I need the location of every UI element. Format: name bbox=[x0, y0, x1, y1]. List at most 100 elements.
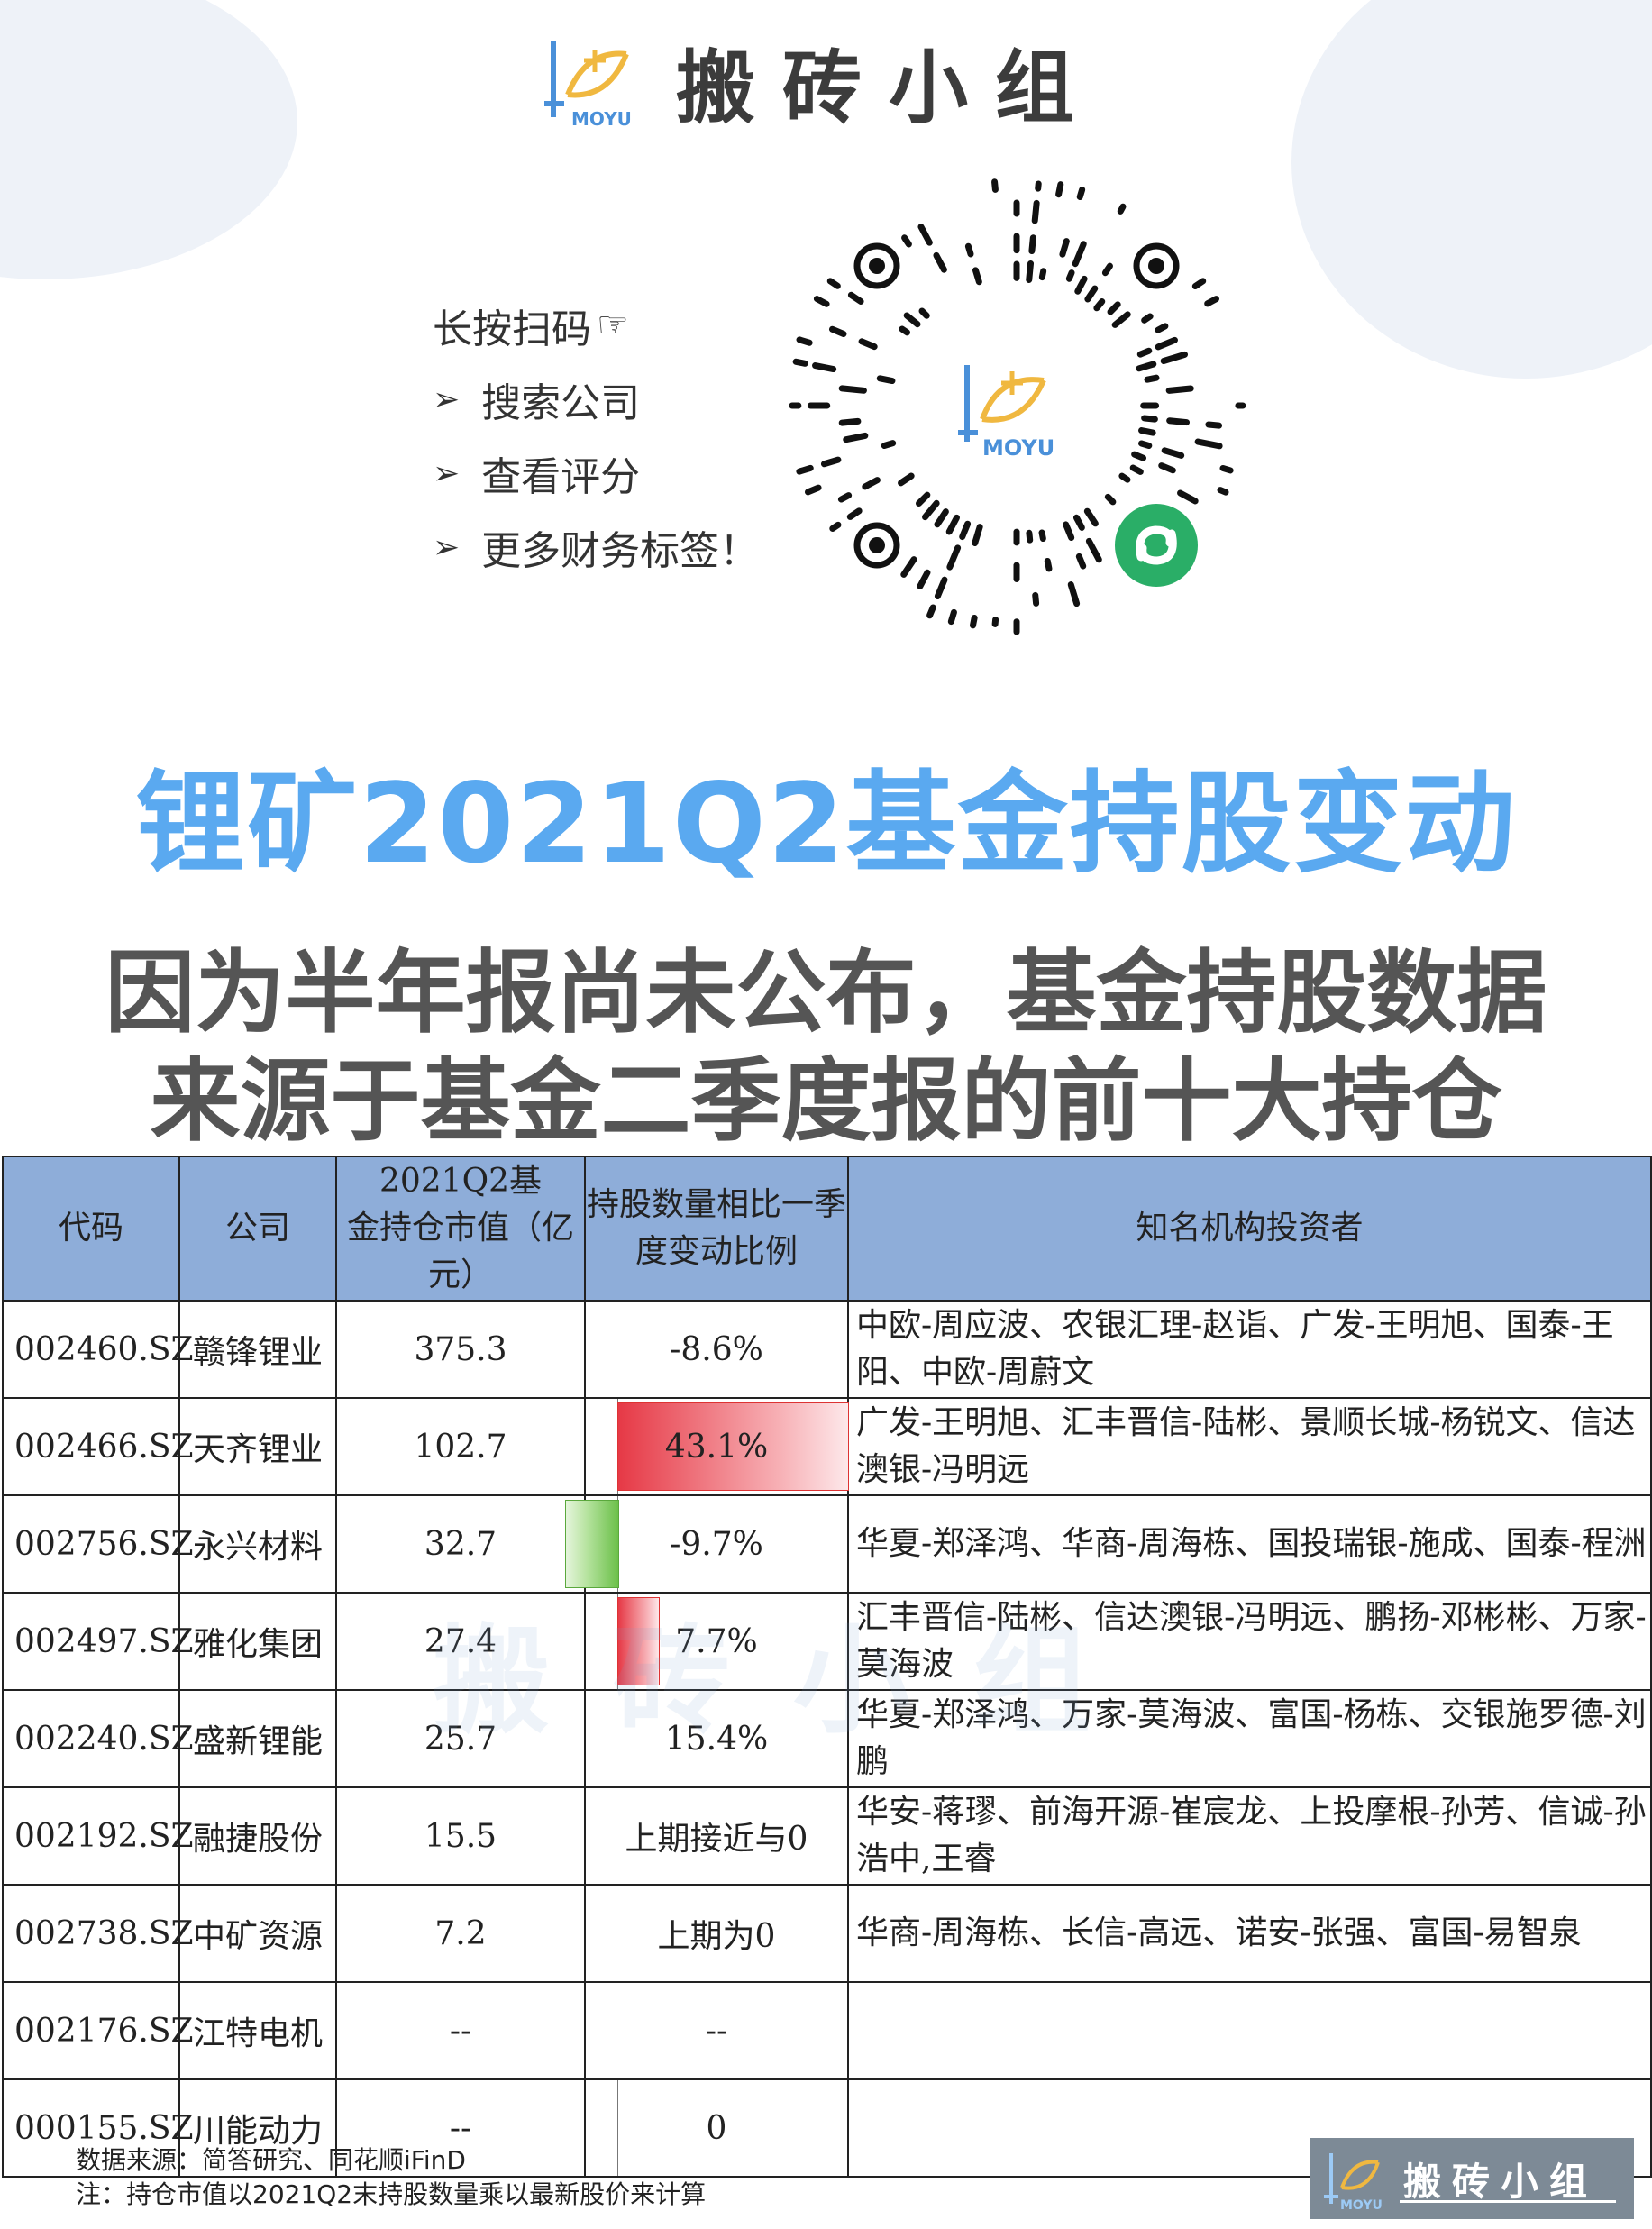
qr-ray bbox=[1217, 487, 1229, 496]
cell-change: -9.7% bbox=[565, 1494, 849, 1594]
holdings-table-wrap: 代码 公司 2021Q2基 金持仓市值（亿元） 持股数量相比一季 度变动比例 知名机… bbox=[0, 1156, 1652, 2178]
qr-ray bbox=[812, 362, 837, 373]
qr-ray bbox=[917, 224, 933, 246]
qr-ray bbox=[959, 520, 972, 541]
cell-change: 7.7% bbox=[584, 1592, 849, 1691]
qr-ray bbox=[1063, 521, 1075, 541]
cta-item: ➢ 更多财务标签！ bbox=[433, 510, 759, 584]
table-row: 002466.SZ 天齐锂业 102.7 43.1% 广发-王明旭、汇丰晋信-陆彬、景顺… bbox=[2, 1397, 1652, 1496]
footer-notes: 数据来源：简答研究、同花顺iFinD 注：持仓市值以2021Q2末持股数量乘以最… bbox=[76, 2143, 706, 2212]
qr-ray bbox=[828, 325, 847, 337]
qr-ray bbox=[972, 267, 982, 286]
qr-ray bbox=[1204, 296, 1219, 307]
cell-investors: 华安-蒋璆、前海开源-崔宸龙、上投摩根-孙芳、信诚-孙浩中,王睿 bbox=[847, 1786, 1652, 1886]
qr-ray bbox=[1028, 234, 1036, 255]
cell-value: 25.7 bbox=[335, 1689, 586, 1788]
qr-ray bbox=[900, 556, 917, 578]
qr-ray bbox=[1067, 581, 1081, 607]
cell-change: -- bbox=[584, 1981, 849, 2080]
moyu-logo-icon: MOYU bbox=[541, 32, 649, 131]
cell-investors: 华商-周海栋、长信-高远、诺安-张强、富国-易智泉 bbox=[847, 1884, 1652, 1983]
change-axis-line bbox=[616, 2080, 618, 2176]
qr-ray bbox=[846, 507, 863, 520]
qr-ray bbox=[829, 521, 842, 532]
cell-value: 102.7 bbox=[335, 1397, 586, 1496]
qr-ray bbox=[1074, 275, 1088, 295]
qr-ray bbox=[1117, 203, 1127, 215]
header-change: 持股数量相比一季 度变动比例 bbox=[584, 1156, 849, 1302]
cell-change: -8.6% bbox=[584, 1300, 849, 1399]
change-text: 7.7% bbox=[675, 1622, 758, 1660]
cell-company: 赣锋锂业 bbox=[178, 1300, 337, 1399]
qr-ray bbox=[1104, 493, 1117, 506]
background-decoration-right bbox=[1291, 0, 1652, 379]
cell-value: 27.4 bbox=[335, 1592, 586, 1691]
change-text: 43.1% bbox=[664, 1428, 769, 1466]
qr-ray bbox=[1075, 553, 1087, 570]
qr-ray bbox=[916, 491, 931, 507]
qr-ray bbox=[1129, 464, 1144, 475]
qr-ray bbox=[1038, 268, 1047, 281]
qr-ray bbox=[1141, 415, 1158, 423]
cell-code: 002738.SZ bbox=[2, 1884, 194, 1983]
table-row: 002240.SZ 盛新锂能 25.7 15.4% 华夏-郑泽鸿、万家-莫海波、富国-杨… bbox=[2, 1689, 1652, 1788]
qr-ray bbox=[964, 242, 974, 258]
svg-text:MOYU: MOYU bbox=[571, 108, 632, 130]
cell-value: 7.2 bbox=[335, 1884, 586, 1983]
table-header-row: 代码 公司 2021Q2基 金持仓市值（亿元） 持股数量相比一季 度变动比例 知名机… bbox=[2, 1156, 1652, 1302]
table-row: 002756.SZ 永兴材料 32.7 -9.7% 华夏-郑泽鸿、华商-周海栋、国投瑞银… bbox=[2, 1494, 1652, 1594]
subtitle-line1: 因为半年报尚未公布，基金持股数据 bbox=[105, 940, 1547, 1046]
cell-code: 002756.SZ bbox=[2, 1494, 194, 1594]
qr-ray bbox=[1155, 336, 1178, 351]
cell-value: 15.5 bbox=[335, 1786, 586, 1886]
cell-company: 江特电机 bbox=[178, 1981, 337, 2080]
qr-center-logo-icon: MOYU bbox=[958, 365, 1054, 461]
qr-ray bbox=[1111, 311, 1131, 328]
arrow-icon: ➢ bbox=[433, 380, 461, 418]
qr-ray bbox=[838, 417, 862, 426]
qr-ray bbox=[1219, 464, 1234, 474]
miniprogram-qr-code[interactable]: MOYU bbox=[782, 171, 1251, 640]
cell-code: 002460.SZ bbox=[2, 1300, 194, 1399]
qr-ray bbox=[1138, 427, 1156, 436]
cta-item-label: 更多财务标签！ bbox=[481, 528, 760, 574]
qr-ray bbox=[820, 456, 842, 468]
decrease-bar bbox=[565, 1500, 619, 1588]
header-value: 2021Q2基 金持仓市值（亿元） bbox=[335, 1156, 586, 1302]
brand-name: 搬砖小组 bbox=[676, 41, 1102, 134]
cell-value: -- bbox=[335, 2078, 586, 2178]
qr-ray bbox=[1072, 241, 1087, 268]
cell-company: 盛新锂能 bbox=[178, 1689, 337, 1788]
cell-change: 上期接近与0 bbox=[584, 1786, 849, 1886]
qr-ray bbox=[1038, 529, 1046, 543]
cell-investors: 广发-王明旭、汇丰晋信-陆彬、景顺长城-杨锐文、信达澳银-冯明远 bbox=[847, 1397, 1652, 1496]
cell-company: 融捷股份 bbox=[178, 1786, 337, 1886]
footer-brand-badge: MOYU 搬砖小组 bbox=[1310, 2138, 1634, 2219]
table-row: 002192.SZ 融捷股份 15.5 上期接近与0 华安-蒋璆、前海开源-崔宸龙、上投… bbox=[2, 1786, 1652, 1886]
qr-ray bbox=[838, 385, 867, 394]
qr-ray bbox=[804, 484, 822, 496]
pointing-hand-icon: ☞ bbox=[597, 305, 629, 346]
qr-ray bbox=[792, 358, 808, 367]
change-text: 上期接近与0 bbox=[625, 1821, 808, 1858]
change-text: -8.6% bbox=[670, 1330, 763, 1368]
cell-change: 上期为0 bbox=[584, 1884, 849, 1983]
qr-ray bbox=[858, 338, 878, 351]
qr-finder-top-left bbox=[853, 242, 900, 289]
qr-ray bbox=[876, 375, 896, 385]
qr-ray bbox=[1165, 385, 1194, 394]
qr-ray bbox=[862, 477, 881, 490]
qr-ray bbox=[837, 492, 853, 503]
qr-ray bbox=[1155, 323, 1169, 333]
change-text: -9.7% bbox=[670, 1525, 763, 1563]
qr-ray bbox=[917, 569, 931, 589]
qr-ray bbox=[1093, 298, 1106, 312]
qr-ray bbox=[796, 464, 814, 475]
footer-brand-name: 搬砖小组 bbox=[1403, 2159, 1599, 2204]
cta-item: ➢ 搜索公司 bbox=[433, 362, 759, 436]
brand-header: MOYU 搬砖小组 bbox=[541, 27, 1101, 135]
qr-ray bbox=[1136, 347, 1153, 358]
cell-change: 0 bbox=[584, 2078, 849, 2178]
fund-holdings-table: 代码 公司 2021Q2基 金持仓市值（亿元） 持股数量相比一季 度变动比例 知名机… bbox=[2, 1156, 1652, 2178]
qr-ray bbox=[1161, 447, 1185, 459]
